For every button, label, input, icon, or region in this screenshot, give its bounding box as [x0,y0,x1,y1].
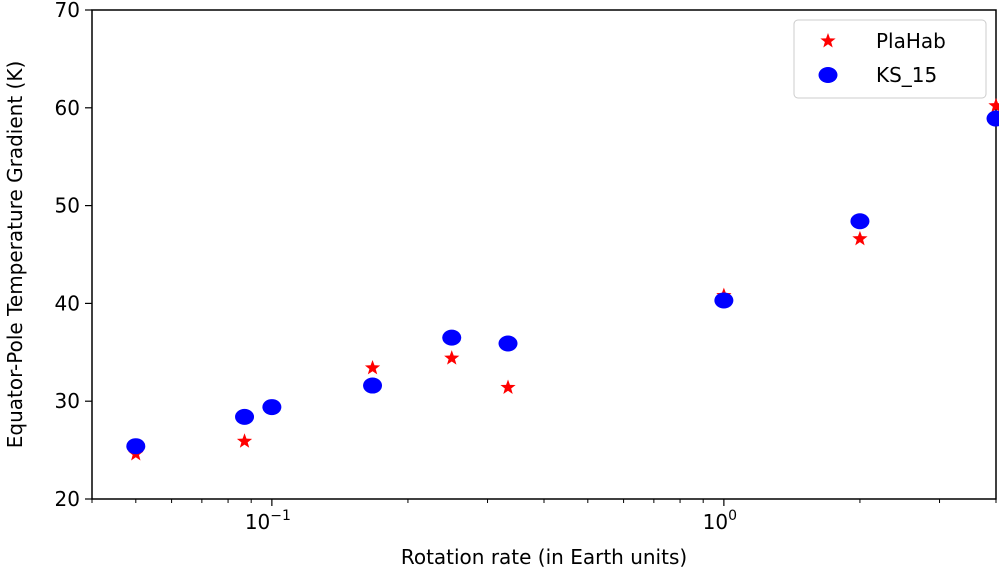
legend-label: KS_15 [876,63,937,87]
x-axis-label: Rotation rate (in Earth units) [401,545,687,569]
ks15-point [714,292,734,309]
x-tick-label: 10−1 [245,508,291,534]
plahab-point [444,350,460,365]
ks15-point [498,335,518,352]
legend-star-icon [820,33,836,48]
legend: PlaHab KS_15 [793,19,987,99]
legend-label: PlaHab [876,29,946,53]
x-tick-label: 100 [703,508,737,534]
ks15-point [442,329,462,346]
legend-box [793,19,987,99]
y-tick-label: 70 [55,0,80,22]
y-tick-label: 40 [55,291,80,315]
y-axis-label: Equator-Pole Temperature Gradient (K) [3,61,27,448]
y-tick-label: 30 [55,389,80,413]
plahab-point [364,359,381,375]
y-tick-label: 50 [55,194,80,218]
ks15-point [235,408,255,425]
ks15-point [986,110,999,127]
ks15-point [363,377,383,394]
plahab-point [988,97,999,113]
plahab-point [236,433,253,448]
legend-circle-icon [818,67,838,83]
data-marks [126,97,999,461]
y-tick-label: 60 [55,96,80,120]
plahab-point [852,230,868,246]
ks15-point [850,213,870,230]
y-tick-label: 20 [55,487,80,511]
plahab-point [500,379,516,394]
ks15-point [126,438,146,455]
ks15-point [262,399,282,416]
